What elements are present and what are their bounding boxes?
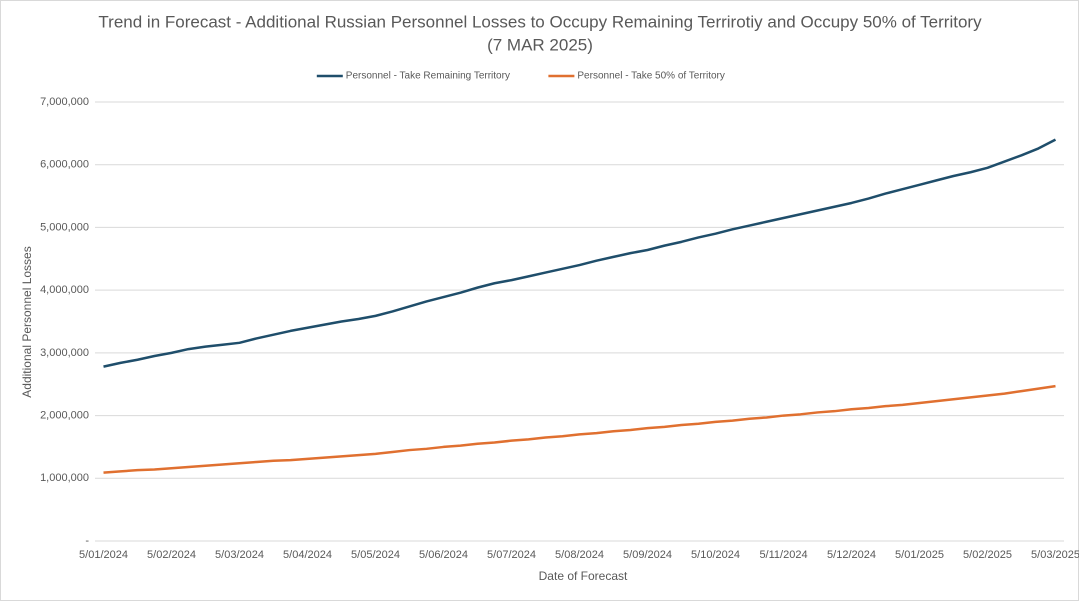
y-tick-label: 2,000,000	[40, 409, 89, 421]
y-tick-label: 6,000,000	[40, 159, 89, 171]
series-line	[103, 138, 1057, 368]
x-axis-label: Date of Forecast	[539, 569, 628, 583]
y-tick-label: 3,000,000	[40, 347, 89, 359]
x-tick-label: 5/09/2024	[623, 549, 672, 561]
y-tick-label: 7,000,000	[40, 96, 89, 108]
x-tick-label: 5/02/2024	[147, 549, 196, 561]
legend-label: Personnel - Take 50% of Territory	[577, 71, 724, 82]
y-tick-label: 5,000,000	[40, 221, 89, 233]
x-tick-label: 5/05/2024	[351, 549, 400, 561]
y-tick-label: 1,000,000	[40, 472, 89, 484]
x-tick-label: 5/02/2025	[963, 549, 1012, 561]
chart-title: Trend in Forecast - Additional Russian P…	[98, 12, 982, 31]
x-tick-label: 5/06/2024	[419, 549, 468, 561]
x-tick-label: 5/12/2024	[827, 549, 876, 561]
x-tick-label: 5/01/2024	[79, 549, 128, 561]
x-tick-label: 5/04/2024	[283, 549, 332, 561]
x-tick-label: 5/03/2025	[1031, 549, 1079, 561]
chart-subtitle: (7 MAR 2025)	[487, 35, 593, 54]
y-tick-label: -	[85, 535, 89, 547]
legend-label: Personnel - Take Remaining Territory	[346, 71, 510, 82]
x-tick-label: 5/01/2025	[895, 549, 944, 561]
x-tick-label: 5/03/2024	[215, 549, 264, 561]
y-axis-label: Additional Personnel Losses	[20, 246, 34, 397]
x-tick-label: 5/07/2024	[487, 549, 536, 561]
series-line	[103, 384, 1056, 474]
y-tick-label: 4,000,000	[40, 284, 89, 296]
x-tick-label: 5/10/2024	[691, 549, 740, 561]
x-tick-label: 5/11/2024	[759, 549, 807, 561]
x-tick-label: 5/08/2024	[555, 549, 604, 561]
